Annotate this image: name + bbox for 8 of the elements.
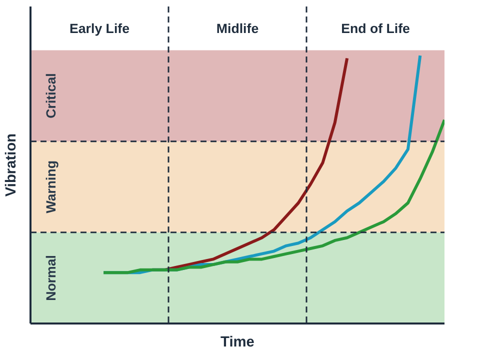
text: End of Life — [341, 20, 410, 36]
band-label: Warning — [44, 160, 59, 214]
x-axis-title: Time — [220, 334, 254, 350]
band-label: Critical — [44, 73, 59, 118]
band-label: Normal — [44, 254, 59, 301]
text: Early Life — [70, 20, 130, 36]
y-axis-title: Vibration — [4, 133, 20, 197]
text: Midlife — [216, 20, 259, 36]
